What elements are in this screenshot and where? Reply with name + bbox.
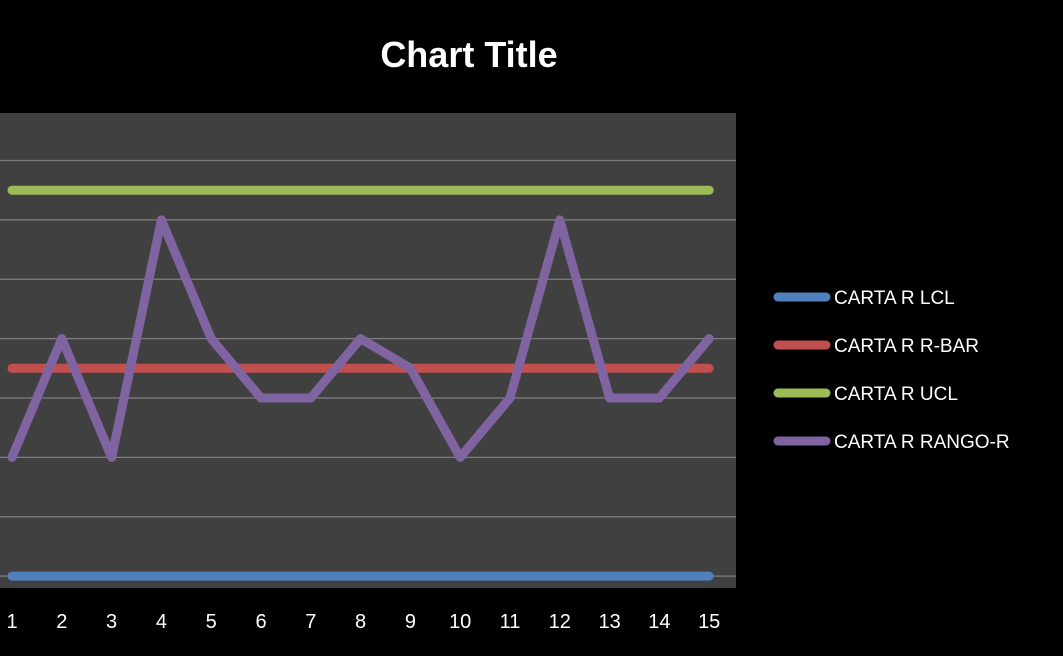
legend-label: CARTA R UCL: [834, 384, 958, 405]
chart-title: Chart Title: [380, 34, 557, 75]
x-tick-label: 12: [549, 611, 571, 633]
x-tick-label: 5: [206, 611, 217, 633]
legend-label: CARTA R LCL: [834, 288, 955, 309]
x-tick-label: 10: [449, 611, 471, 633]
x-tick-label: 7: [305, 611, 316, 633]
x-tick-label: 6: [255, 611, 266, 633]
legend-label: CARTA R R-BAR: [834, 336, 979, 357]
x-tick-label: 13: [598, 611, 620, 633]
x-axis-tick-labels: 1 2 3 4 5 6 7 8 9 10 11 12 13 14 15: [6, 611, 720, 633]
x-tick-label: 9: [405, 611, 416, 633]
series-lines: [7, 185, 714, 581]
legend-label: CARTA R RANGO-R: [834, 432, 1010, 453]
x-tick-label: 4: [156, 611, 167, 633]
x-tick-label: 15: [698, 611, 720, 633]
x-tick-label: 3: [106, 611, 117, 633]
x-tick-label: 8: [355, 611, 366, 633]
x-tick-label: 2: [56, 611, 67, 633]
x-tick-label: 1: [6, 611, 17, 633]
x-tick-label: 14: [648, 611, 670, 633]
legend: CARTA R LCL CARTA R R-BAR CARTA R UCL CARTA…: [773, 288, 1010, 453]
series-line-carta-r-rango-r: [7, 215, 714, 462]
x-tick-label: 11: [500, 611, 521, 633]
